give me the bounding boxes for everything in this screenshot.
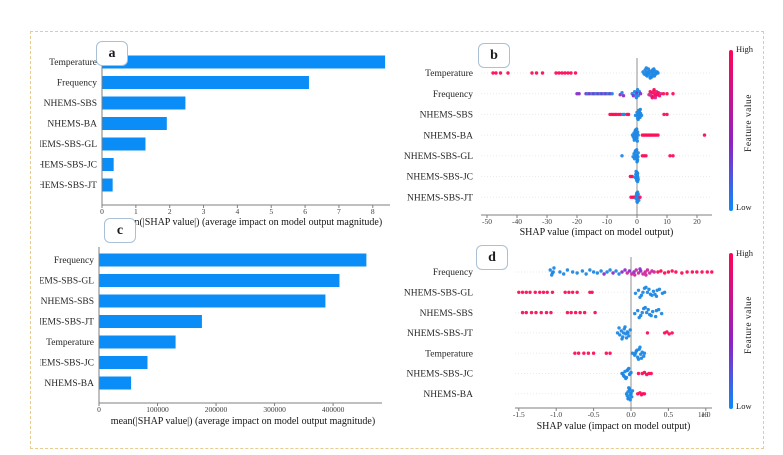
- svg-text:SHAP value (impact on model ou: SHAP value (impact on model output): [537, 421, 691, 432]
- svg-text:3: 3: [202, 207, 206, 216]
- svg-text:NHEMS-BA: NHEMS-BA: [423, 131, 473, 141]
- svg-text:1e6: 1e6: [698, 411, 709, 419]
- svg-text:-0.5: -0.5: [588, 410, 600, 419]
- colorbar-axis-label: Feature value: [744, 296, 754, 354]
- panel-letter-d: d: [488, 249, 496, 265]
- svg-text:2: 2: [168, 207, 172, 216]
- svg-text:SHAP value (impact on model ou: SHAP value (impact on model output): [520, 227, 674, 238]
- svg-text:Frequency: Frequency: [433, 268, 473, 278]
- bar-chart-a: 0 1 2 3 4 5 6 7 8 Temperature Frequency NHEMS-SBS NH…: [40, 49, 390, 228]
- panel-label-c: c: [104, 218, 136, 243]
- svg-text:NHEMS-SBS-JT: NHEMS-SBS-JT: [40, 318, 94, 328]
- colorbar-gradient: [729, 253, 733, 409]
- panel-letter-a: a: [108, 45, 116, 61]
- svg-text:NHEMS-SBS-JC: NHEMS-SBS-JC: [406, 370, 473, 380]
- svg-text:0.5: 0.5: [664, 410, 674, 419]
- panel-letter-c: c: [116, 222, 124, 238]
- panel-label-a: a: [96, 41, 128, 66]
- panel-letter-b: b: [490, 47, 498, 63]
- panel-label-d: d: [476, 245, 508, 270]
- svg-text:NHEMS-SBS-GL: NHEMS-SBS-GL: [40, 140, 97, 150]
- svg-text:-10: -10: [602, 217, 612, 226]
- svg-text:-1.0: -1.0: [550, 410, 562, 419]
- svg-text:1: 1: [134, 207, 138, 216]
- svg-text:300000: 300000: [263, 405, 286, 414]
- svg-text:Temperature: Temperature: [49, 58, 97, 68]
- svg-text:6: 6: [303, 207, 307, 216]
- svg-text:10: 10: [663, 217, 671, 226]
- svg-text:0: 0: [100, 207, 104, 216]
- svg-text:Frequency: Frequency: [57, 79, 97, 89]
- svg-text:NHEMS-SBS-JC: NHEMS-SBS-JC: [40, 161, 97, 171]
- svg-text:NHEMS-BA: NHEMS-BA: [423, 390, 473, 400]
- svg-text:Temperature: Temperature: [425, 69, 473, 79]
- svg-text:mean(|SHAP value|) (average im: mean(|SHAP value|) (average impact on mo…: [111, 416, 375, 427]
- panel-label-b: b: [478, 43, 510, 68]
- colorbar-gradient: [729, 50, 733, 211]
- svg-text:-50: -50: [482, 217, 492, 226]
- svg-text:-30: -30: [542, 217, 552, 226]
- svg-text:NHEMS-BA: NHEMS-BA: [44, 379, 94, 389]
- beeswarm-chart-d: Frequency NHEMS-SBS-GL NHEMS-SBS NHEMS-SBS-…: [404, 257, 714, 432]
- svg-text:-1.5: -1.5: [513, 410, 525, 419]
- svg-text:NHEMS-SBS-GL: NHEMS-SBS-GL: [404, 289, 473, 299]
- svg-text:NHEMS-BA: NHEMS-BA: [47, 120, 97, 130]
- svg-text:0.0: 0.0: [626, 410, 636, 419]
- svg-text:NHEMS-SBS-GL: NHEMS-SBS-GL: [404, 152, 473, 162]
- svg-text:mean(|SHAP value|) (average im: mean(|SHAP value|) (average impact on mo…: [118, 217, 382, 228]
- colorbar-low-label: Low: [736, 401, 752, 411]
- svg-text:NHEMS-SBS-JT: NHEMS-SBS-JT: [40, 181, 97, 191]
- colorbar-low-label: Low: [736, 202, 752, 212]
- colorbar-axis-label: Feature value: [744, 94, 754, 152]
- svg-text:100000: 100000: [146, 405, 169, 414]
- svg-text:NHEMS-SBS-JT: NHEMS-SBS-JT: [407, 193, 473, 203]
- colorbar-high-label: High: [736, 44, 753, 54]
- svg-text:200000: 200000: [205, 405, 228, 414]
- svg-text:NHEMS-SBS-GL: NHEMS-SBS-GL: [40, 277, 94, 287]
- colorbar-b: High Low Feature value: [726, 42, 783, 214]
- svg-text:NHEMS-SBS: NHEMS-SBS: [420, 309, 473, 319]
- svg-text:7: 7: [337, 207, 341, 216]
- svg-text:0: 0: [635, 217, 639, 226]
- colorbar-d: High Low Feature value: [726, 246, 783, 412]
- svg-text:NHEMS-SBS-JT: NHEMS-SBS-JT: [407, 329, 473, 339]
- svg-text:NHEMS-SBS: NHEMS-SBS: [420, 111, 473, 121]
- svg-text:400000: 400000: [322, 405, 345, 414]
- svg-text:4: 4: [236, 207, 240, 216]
- svg-text:NHEMS-SBS-JC: NHEMS-SBS-JC: [40, 359, 94, 369]
- svg-text:1.0: 1.0: [701, 410, 711, 419]
- colorbar-high-label: High: [736, 248, 753, 258]
- beeswarm-chart-b: Temperature Frequency NHEMS-SBS NHEMS-BA NHE…: [404, 58, 712, 238]
- figure-border: [30, 31, 764, 449]
- svg-text:-40: -40: [512, 217, 522, 226]
- svg-text:8: 8: [371, 207, 375, 216]
- svg-text:NHEMS-SBS-JC: NHEMS-SBS-JC: [406, 173, 473, 183]
- svg-text:5: 5: [269, 207, 273, 216]
- bar-chart-c: 0 100000 200000 300000 400000 Frequency NHEMS-…: [40, 247, 382, 427]
- svg-text:-20: -20: [572, 217, 582, 226]
- svg-text:Frequency: Frequency: [54, 256, 94, 266]
- svg-text:Frequency: Frequency: [433, 90, 473, 100]
- svg-text:Temperature: Temperature: [46, 338, 94, 348]
- svg-text:20: 20: [693, 217, 701, 226]
- svg-text:Temperature: Temperature: [425, 349, 473, 359]
- svg-text:NHEMS-SBS: NHEMS-SBS: [41, 297, 94, 307]
- svg-text:NHEMS-SBS: NHEMS-SBS: [44, 99, 97, 109]
- svg-text:0: 0: [97, 405, 101, 414]
